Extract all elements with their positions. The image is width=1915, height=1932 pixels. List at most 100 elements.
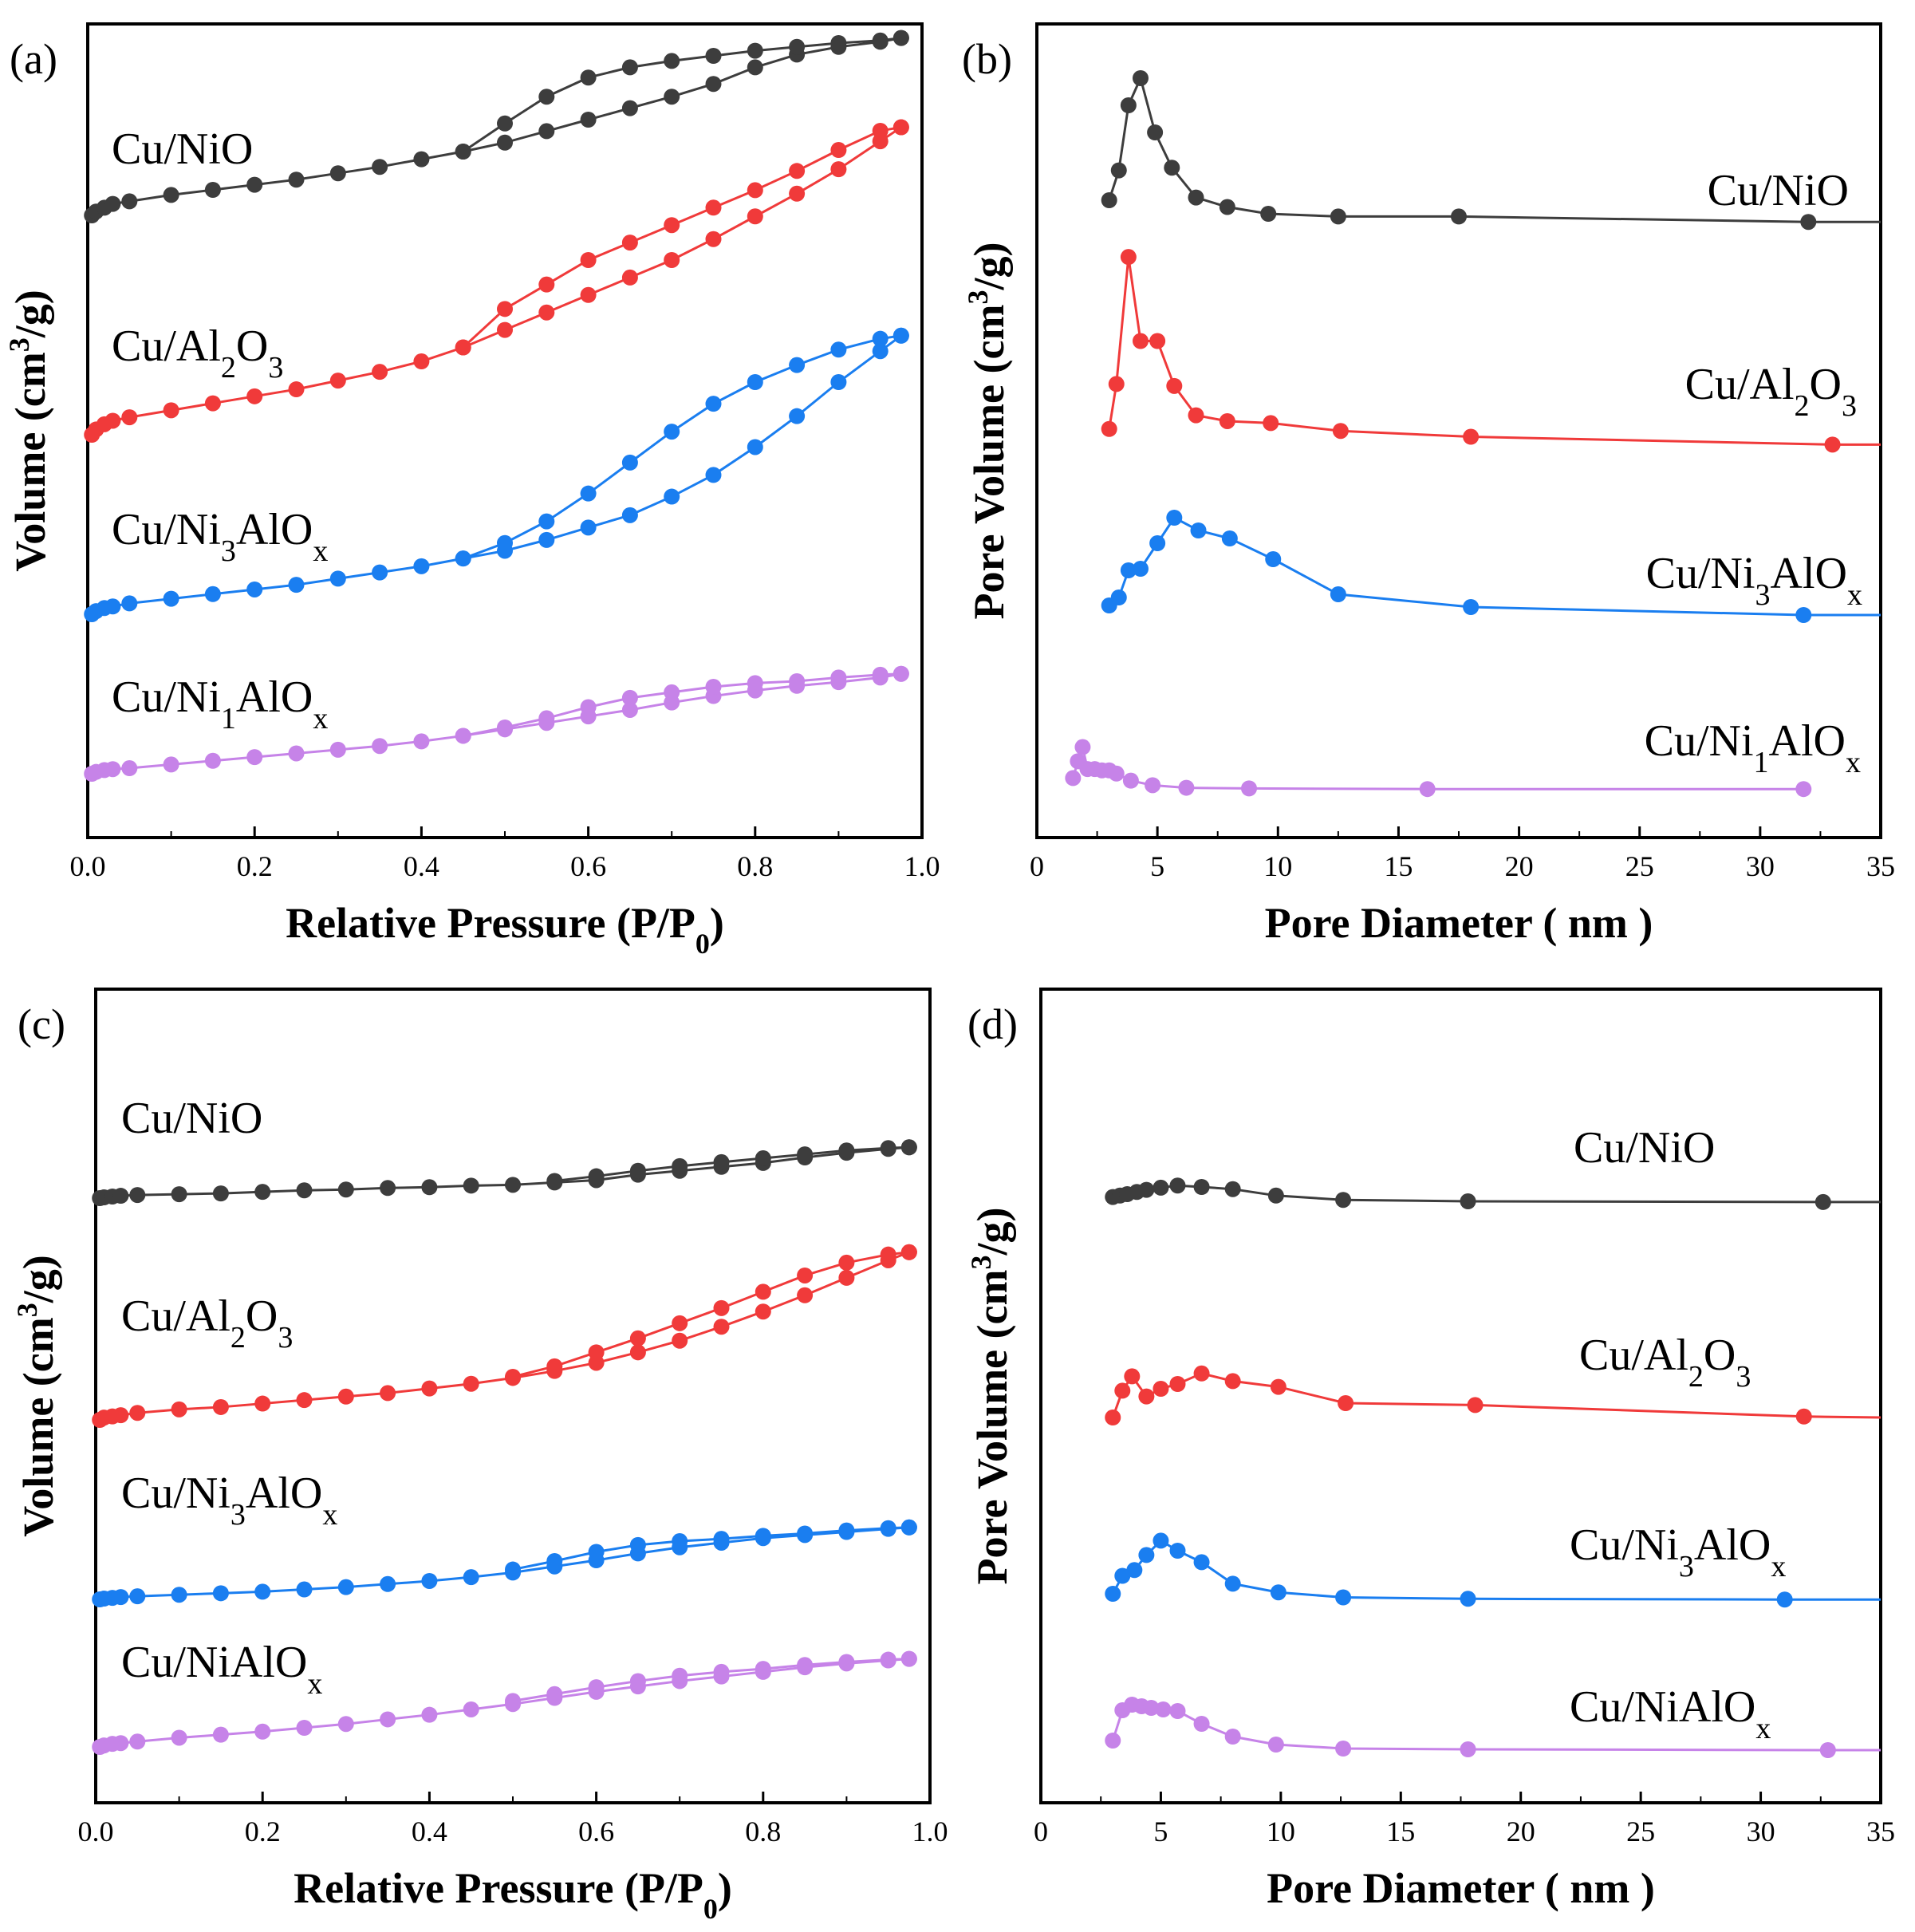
data-point: [380, 1575, 396, 1592]
data-point: [288, 381, 305, 398]
data-point: [463, 1701, 479, 1717]
data-point: [413, 558, 430, 574]
x-tick-label: 1.0: [904, 850, 940, 882]
data-point: [1169, 1703, 1186, 1719]
data-point: [900, 1244, 917, 1260]
data-point: [830, 161, 847, 178]
data-point: [664, 424, 680, 440]
data-point: [1819, 1742, 1836, 1758]
data-point: [171, 1587, 187, 1603]
data-point: [1110, 162, 1127, 179]
data-point: [112, 1735, 129, 1752]
series-cu-nio: [1105, 1177, 1881, 1210]
x-tick-label: 0.6: [578, 1816, 614, 1847]
data-point: [664, 252, 680, 268]
data-point: [104, 598, 121, 615]
data-point: [497, 115, 513, 132]
data-point: [1132, 70, 1149, 86]
data-point: [1460, 1741, 1476, 1757]
data-point: [246, 581, 263, 597]
data-point: [538, 513, 555, 530]
data-point: [1188, 189, 1204, 206]
data-point: [1166, 510, 1183, 526]
data-point: [1153, 1179, 1169, 1196]
data-point: [1138, 1388, 1155, 1405]
y-axis-title: Pore Volume (cm3/g): [965, 1208, 1016, 1585]
data-point: [789, 38, 806, 55]
data-point: [1120, 562, 1137, 578]
data-point: [747, 59, 763, 76]
data-point: [413, 733, 430, 750]
data-point: [1164, 160, 1180, 176]
data-point: [900, 1650, 917, 1667]
data-point: [1193, 1554, 1210, 1571]
x-tick-label: 0.8: [737, 850, 773, 882]
data-point: [538, 276, 555, 293]
data-point: [664, 217, 680, 234]
data-point: [413, 151, 430, 168]
data-point: [797, 1267, 814, 1283]
data-point: [421, 1179, 438, 1196]
data-point: [621, 689, 638, 706]
data-point: [1193, 1179, 1210, 1195]
data-point: [455, 339, 471, 356]
data-point: [1145, 777, 1161, 794]
data-point: [546, 1553, 563, 1569]
series-label: Cu/Al2O3: [121, 1291, 293, 1354]
data-point: [163, 402, 179, 419]
data-point: [892, 30, 909, 46]
data-point: [1105, 1733, 1121, 1749]
data-point: [104, 761, 121, 778]
data-point: [629, 1536, 646, 1553]
data-point: [1120, 97, 1137, 113]
data-point: [538, 304, 555, 321]
x-tick-label: 10: [1263, 850, 1292, 882]
data-point: [629, 1673, 646, 1690]
data-point: [1265, 551, 1282, 567]
data-point: [212, 1185, 229, 1202]
data-point: [171, 1186, 187, 1203]
data-point: [900, 1519, 917, 1536]
data-point: [705, 467, 722, 483]
series-cu-nio: [1101, 70, 1881, 231]
data-point: [1815, 1193, 1831, 1210]
data-point: [380, 1385, 396, 1402]
data-point: [588, 1544, 605, 1560]
data-point: [1463, 428, 1480, 445]
series-line-desorption: [462, 37, 902, 153]
data-point: [705, 76, 722, 93]
data-point: [1224, 1373, 1241, 1390]
x-axis-title: Pore Diameter ( nm ): [1267, 1864, 1655, 1912]
data-point: [497, 534, 513, 551]
series-label: Cu/Ni3AlOx: [1646, 549, 1862, 612]
data-point: [329, 741, 346, 758]
x-tick-label: 15: [1384, 850, 1413, 882]
data-point: [755, 1303, 771, 1320]
x-tick-label: 0.4: [412, 1816, 447, 1847]
data-point: [497, 321, 513, 338]
data-point: [747, 439, 763, 455]
data-point: [1338, 1395, 1354, 1411]
data-point: [1169, 1177, 1186, 1194]
data-point: [672, 1315, 688, 1331]
data-point: [713, 1531, 730, 1548]
data-point: [705, 231, 722, 247]
panel-label: (c): [18, 1000, 65, 1048]
data-point: [664, 53, 680, 69]
series-cu-ni3alox: [84, 327, 909, 622]
data-point: [880, 1246, 896, 1263]
data-point: [1101, 420, 1117, 437]
data-point: [1221, 530, 1238, 546]
data-point: [104, 195, 121, 212]
data-point: [463, 1375, 479, 1392]
data-point: [789, 163, 806, 179]
data-point: [1776, 1591, 1793, 1608]
data-point: [163, 590, 179, 607]
series-cu-ni3alox: [1101, 510, 1881, 623]
data-point: [1149, 333, 1166, 349]
data-point: [1270, 1378, 1287, 1395]
data-point: [1330, 586, 1346, 602]
data-point: [580, 485, 597, 502]
data-point: [838, 1654, 855, 1670]
data-point: [797, 1287, 814, 1303]
